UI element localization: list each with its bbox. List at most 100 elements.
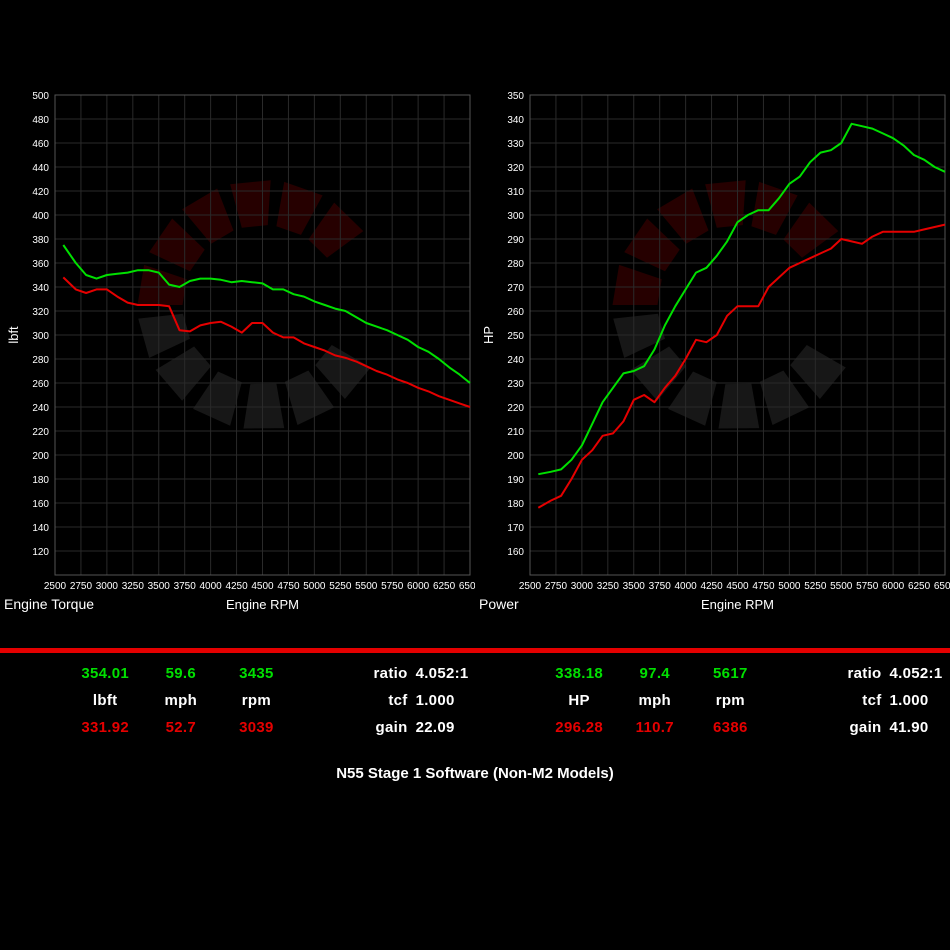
svg-text:Engine RPM: Engine RPM <box>226 597 299 612</box>
svg-text:330: 330 <box>507 139 524 150</box>
svg-text:6000: 6000 <box>882 581 905 592</box>
svg-text:380: 380 <box>32 235 49 246</box>
svg-text:180: 180 <box>32 475 49 486</box>
svg-text:6250: 6250 <box>908 581 931 592</box>
tq-unit-1: lbft <box>68 688 142 713</box>
svg-text:400: 400 <box>32 211 49 222</box>
tcf-label-right: tcf <box>817 688 881 713</box>
svg-text:Engine RPM: Engine RPM <box>701 597 774 612</box>
gain-value-right: 41.90 <box>884 715 948 740</box>
svg-text:5250: 5250 <box>804 581 827 592</box>
tq-red-mph: 52.7 <box>144 715 218 740</box>
svg-text:6500: 6500 <box>459 581 475 592</box>
svg-text:3500: 3500 <box>623 581 646 592</box>
svg-text:200: 200 <box>507 451 524 462</box>
hp-red-rpm: 6386 <box>694 715 768 740</box>
svg-text:3000: 3000 <box>571 581 594 592</box>
svg-text:5250: 5250 <box>329 581 352 592</box>
svg-text:420: 420 <box>32 187 49 198</box>
svg-text:lbft: lbft <box>6 326 21 344</box>
svg-text:290: 290 <box>507 235 524 246</box>
svg-text:180: 180 <box>507 499 524 510</box>
svg-text:360: 360 <box>32 259 49 270</box>
svg-text:500: 500 <box>32 91 49 102</box>
svg-text:200: 200 <box>32 451 49 462</box>
caption: N55 Stage 1 Software (Non-M2 Models) <box>0 765 950 782</box>
ratio-value-right: 4.052:1 <box>884 661 948 686</box>
svg-text:240: 240 <box>32 403 49 414</box>
svg-text:320: 320 <box>507 163 524 174</box>
svg-text:280: 280 <box>32 355 49 366</box>
svg-text:6500: 6500 <box>934 581 950 592</box>
svg-text:4250: 4250 <box>700 581 723 592</box>
hp-red-value: 296.28 <box>542 715 616 740</box>
svg-text:160: 160 <box>32 499 49 510</box>
svg-text:HP: HP <box>481 326 496 344</box>
svg-text:2750: 2750 <box>70 581 93 592</box>
svg-text:4000: 4000 <box>200 581 223 592</box>
tcf-label-left: tcf <box>343 688 407 713</box>
svg-text:6250: 6250 <box>433 581 456 592</box>
svg-text:350: 350 <box>507 91 524 102</box>
hp-unit-2: mph <box>618 688 692 713</box>
svg-text:300: 300 <box>32 331 49 342</box>
ratio-label-left: ratio <box>343 661 407 686</box>
hp-green-rpm: 5617 <box>694 661 768 686</box>
readout-bar: 354.01 59.6 3435 ratio 4.052:1 338.18 97… <box>0 648 950 753</box>
svg-text:Engine Torque: Engine Torque <box>4 596 94 612</box>
svg-text:310: 310 <box>507 187 524 198</box>
svg-text:120: 120 <box>32 547 49 558</box>
tq-green-rpm: 3435 <box>220 661 294 686</box>
svg-text:240: 240 <box>507 355 524 366</box>
svg-text:4500: 4500 <box>726 581 749 592</box>
svg-text:2750: 2750 <box>545 581 568 592</box>
svg-text:4750: 4750 <box>752 581 775 592</box>
svg-text:5500: 5500 <box>355 581 378 592</box>
svg-text:260: 260 <box>507 307 524 318</box>
ratio-label-right: ratio <box>817 661 881 686</box>
hp-unit-3: rpm <box>694 688 768 713</box>
gain-value-left: 22.09 <box>410 715 474 740</box>
svg-text:3000: 3000 <box>96 581 119 592</box>
hp-red-mph: 110.7 <box>618 715 692 740</box>
svg-text:160: 160 <box>507 547 524 558</box>
svg-text:3250: 3250 <box>122 581 145 592</box>
svg-text:4000: 4000 <box>675 581 698 592</box>
power-chart: 1601701801902002102202302402502602702802… <box>475 90 950 625</box>
svg-text:300: 300 <box>507 211 524 222</box>
tcf-value-right: 1.000 <box>884 688 948 713</box>
svg-text:4500: 4500 <box>251 581 274 592</box>
svg-text:5000: 5000 <box>303 581 326 592</box>
svg-text:6000: 6000 <box>407 581 430 592</box>
svg-text:5750: 5750 <box>856 581 879 592</box>
charts-region: 1201401601802002202402602803003203403603… <box>0 90 950 625</box>
svg-text:280: 280 <box>507 259 524 270</box>
svg-text:320: 320 <box>32 307 49 318</box>
svg-text:340: 340 <box>507 115 524 126</box>
tq-unit-2: mph <box>144 688 218 713</box>
svg-text:3750: 3750 <box>174 581 197 592</box>
tq-green-mph: 59.6 <box>144 661 218 686</box>
gain-label-left: gain <box>343 715 407 740</box>
svg-text:340: 340 <box>32 283 49 294</box>
svg-text:480: 480 <box>32 115 49 126</box>
svg-text:2500: 2500 <box>519 581 542 592</box>
svg-text:220: 220 <box>507 403 524 414</box>
svg-text:270: 270 <box>507 283 524 294</box>
tq-unit-3: rpm <box>220 688 294 713</box>
tcf-value-left: 1.000 <box>410 688 474 713</box>
svg-text:5000: 5000 <box>778 581 801 592</box>
svg-text:220: 220 <box>32 427 49 438</box>
svg-text:170: 170 <box>507 523 524 534</box>
hp-unit-1: HP <box>542 688 616 713</box>
svg-text:4750: 4750 <box>277 581 300 592</box>
svg-text:2500: 2500 <box>44 581 67 592</box>
svg-text:250: 250 <box>507 331 524 342</box>
svg-text:Power: Power <box>479 596 519 612</box>
tq-red-value: 331.92 <box>68 715 142 740</box>
svg-text:3250: 3250 <box>597 581 620 592</box>
hp-green-mph: 97.4 <box>618 661 692 686</box>
tq-red-rpm: 3039 <box>220 715 294 740</box>
svg-text:5750: 5750 <box>381 581 404 592</box>
svg-text:260: 260 <box>32 379 49 390</box>
